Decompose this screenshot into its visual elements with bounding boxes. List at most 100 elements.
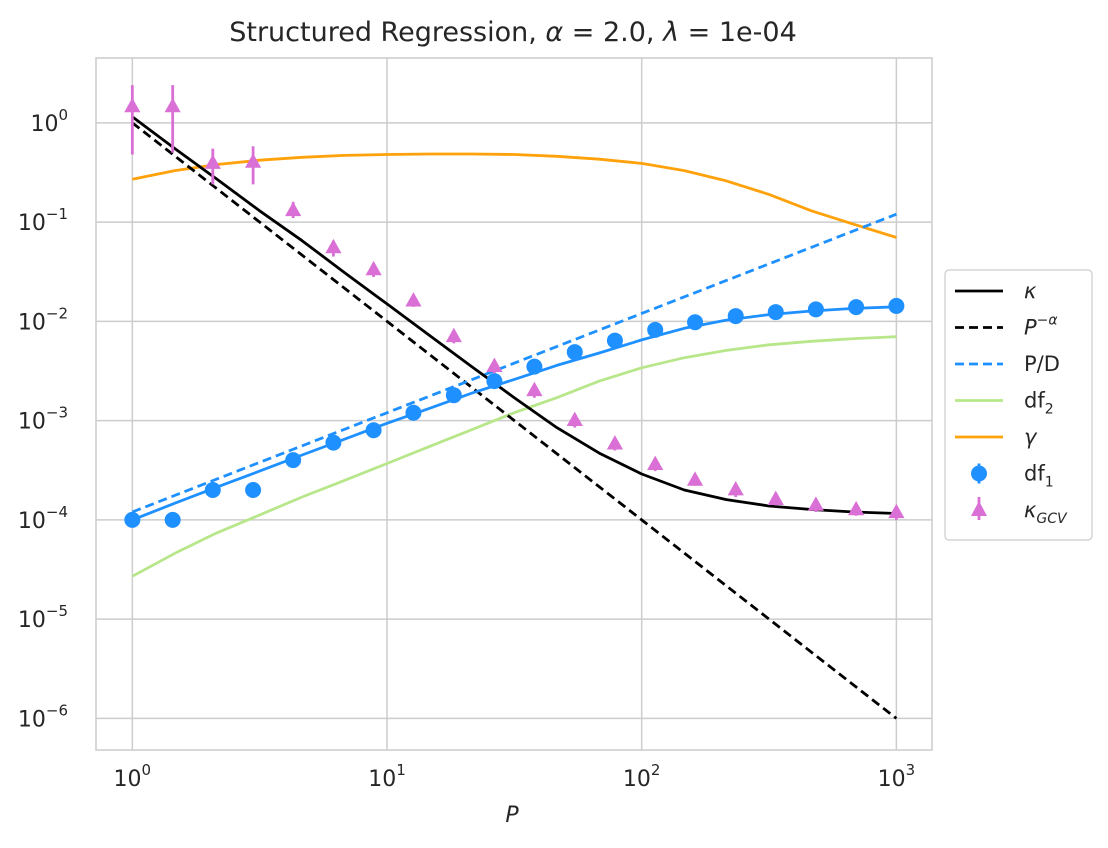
- legend-label-df1: df1: [1024, 462, 1054, 491]
- kappa-gcv-point: [124, 97, 141, 113]
- legend-label-gamma: γ: [1024, 425, 1038, 449]
- kappa-gcv-point: [606, 435, 624, 450]
- y-tick-label: 10−6: [18, 701, 68, 732]
- legend-label-main: df: [1024, 389, 1045, 413]
- kappa-gcv-point: [486, 357, 503, 372]
- y-tick-label: 10−1: [18, 205, 68, 236]
- x-tick-exponent: 1: [396, 761, 406, 779]
- series-layer: [124, 85, 905, 720]
- df1-point: [204, 481, 221, 498]
- kappa-gcv-point: [245, 153, 262, 168]
- legend-label-main: γ: [1024, 425, 1038, 449]
- kappa-gcv-point: [325, 238, 342, 254]
- kappa-gcv-point: [727, 480, 744, 496]
- x-tick-exponent: 3: [906, 761, 916, 779]
- x-tick-base: 10: [114, 767, 142, 792]
- x-tick-base: 10: [368, 767, 396, 792]
- legend-label-kappa: κ: [1024, 279, 1037, 303]
- x-tick-labels: 100 101 102 103: [114, 761, 916, 792]
- kappa-gcv-point: [647, 455, 664, 471]
- kappa-gcv-point: [807, 496, 824, 511]
- legend-box: [944, 269, 1093, 541]
- legend-label-main: κ: [1024, 279, 1037, 303]
- y-tick-label: 100: [30, 106, 68, 137]
- kappa-gcv-point: [164, 97, 181, 113]
- kappa-gcv-point: [888, 503, 905, 519]
- legend-label-main: P/D: [1024, 352, 1060, 376]
- grid-layer: [96, 58, 932, 750]
- y-tick-base: 10: [18, 608, 46, 633]
- y-tick-base: 10: [18, 509, 46, 534]
- df1-point: [848, 299, 865, 316]
- y-tick-exponent: −3: [46, 404, 68, 422]
- kappa-gcv-point: [285, 201, 302, 217]
- df1-point: [325, 434, 342, 451]
- df1-point: [245, 481, 262, 498]
- kappa-gcv-point: [767, 490, 784, 505]
- df1-point: [486, 373, 503, 390]
- legend-label-subscript: 1: [1045, 475, 1054, 491]
- df1-point: [164, 511, 181, 528]
- kappa-gcv-point: [566, 411, 583, 426]
- df1-point: [405, 404, 422, 421]
- y-tick-exponent: 0: [58, 106, 68, 124]
- y-tick-base: 10: [18, 707, 46, 732]
- legend-label-power-law: P−α: [1024, 313, 1058, 340]
- df1-point: [767, 304, 784, 321]
- legend-swatch-df1: [971, 465, 987, 482]
- df1-point: [727, 308, 744, 325]
- y-tick-exponent: −5: [46, 602, 68, 620]
- df1-point: [888, 297, 905, 314]
- df1-point: [606, 332, 623, 349]
- series-line-gamma: [132, 152, 897, 239]
- df1-point: [526, 358, 543, 375]
- kappa-gcv-point: [445, 327, 462, 343]
- legend-label-main: df: [1024, 462, 1045, 486]
- y-tick-label: 10−2: [18, 304, 68, 335]
- df1-point: [445, 387, 462, 404]
- x-tick-label: 103: [878, 761, 916, 792]
- df1-point: [124, 511, 141, 528]
- y-tick-base: 10: [18, 410, 46, 435]
- series-line-kappa: [131, 115, 897, 515]
- y-tick-label: 10−5: [18, 602, 68, 633]
- legend-label-subscript: GCV: [1036, 511, 1068, 527]
- kappa-gcv-point: [365, 260, 382, 276]
- kappa-gcv-point: [526, 381, 543, 397]
- kappa-gcv-point: [686, 471, 704, 486]
- x-tick-exponent: 0: [142, 761, 152, 779]
- legend-label-p-d: P/D: [1024, 352, 1060, 376]
- legend-swatch-kappa-gcv: [971, 501, 987, 516]
- series-line-power-law: [131, 121, 898, 720]
- y-tick-exponent: −6: [46, 701, 68, 719]
- legend-label-main: κ: [1024, 498, 1037, 522]
- y-tick-label: 10−4: [18, 503, 68, 534]
- kappa-gcv-point: [204, 154, 221, 169]
- y-tick-label: 10−3: [18, 404, 68, 435]
- legend-label-superscript: −α: [1037, 313, 1059, 329]
- y-tick-exponent: −1: [46, 205, 68, 223]
- df1-point: [365, 422, 382, 439]
- plot-area: [95, 57, 933, 751]
- chart-title: Structured Regression, α = 2.0, λ = 1e-0…: [229, 17, 797, 48]
- df1-point: [285, 452, 302, 469]
- legend-label-main: P: [1024, 316, 1037, 340]
- y-tick-base: 10: [18, 211, 46, 236]
- x-tick-base: 10: [623, 767, 651, 792]
- legend-label-df2: df2: [1024, 389, 1054, 418]
- series-line-p-d: [131, 212, 897, 514]
- df1-point: [647, 321, 664, 338]
- df1-point: [807, 301, 824, 318]
- x-axis-label: P: [505, 803, 519, 828]
- x-tick-label: 100: [114, 761, 152, 792]
- series-line-df2: [131, 335, 897, 578]
- y-tick-base: 10: [18, 310, 46, 335]
- x-tick-exponent: 2: [651, 761, 661, 779]
- x-tick-label: 101: [368, 761, 406, 792]
- kappa-gcv-point: [848, 500, 865, 516]
- kappa-gcv-point: [405, 292, 422, 307]
- x-tick-base: 10: [878, 767, 906, 792]
